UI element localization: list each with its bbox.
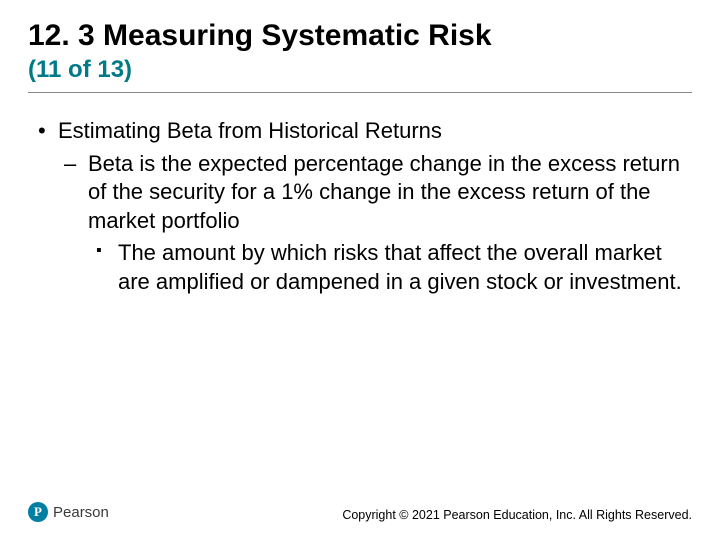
bullet-text: Beta is the expected percentage change i… — [88, 151, 680, 233]
list-item: Estimating Beta from Historical Returns … — [36, 117, 692, 297]
copyright-text: Copyright © 2021 Pearson Education, Inc.… — [342, 508, 692, 522]
pearson-logo-icon: P — [28, 502, 48, 522]
bullet-text: Estimating Beta from Historical Returns — [58, 118, 442, 143]
bullet-list-lvl1: Estimating Beta from Historical Returns … — [36, 117, 692, 297]
publisher-logo: P Pearson — [28, 502, 109, 522]
title-block: 12. 3 Measuring Systematic Risk (11 of 1… — [28, 18, 692, 93]
content-area: Estimating Beta from Historical Returns … — [28, 117, 692, 297]
slide-title: 12. 3 Measuring Systematic Risk — [28, 18, 692, 54]
slide-subtitle: (11 of 13) — [28, 56, 692, 84]
bullet-text: The amount by which risks that affect th… — [118, 240, 682, 294]
slide: 12. 3 Measuring Systematic Risk (11 of 1… — [0, 0, 720, 540]
bullet-list-lvl3: The amount by which risks that affect th… — [88, 239, 692, 296]
bullet-list-lvl2: Beta is the expected percentage change i… — [58, 150, 692, 297]
list-item: Beta is the expected percentage change i… — [58, 150, 692, 297]
publisher-name: Pearson — [53, 504, 109, 521]
footer: P Pearson Copyright © 2021 Pearson Educa… — [28, 502, 692, 522]
list-item: The amount by which risks that affect th… — [88, 239, 692, 296]
